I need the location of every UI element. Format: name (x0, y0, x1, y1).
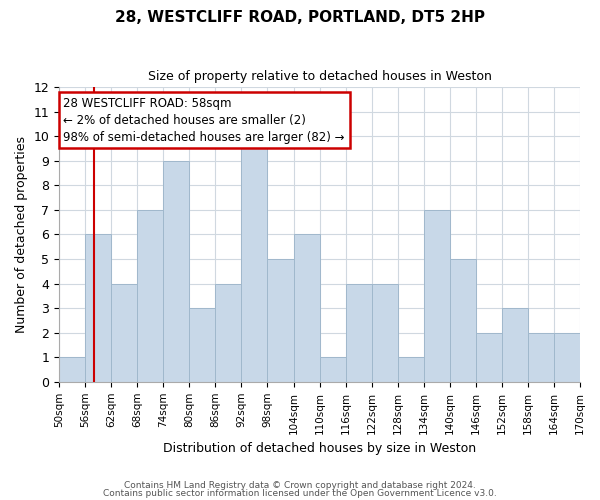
Bar (111, 284, 137, 382)
Bar (241, 136, 268, 382)
Bar (528, 332, 554, 382)
Bar (476, 332, 502, 382)
Bar (215, 284, 241, 382)
Bar (346, 284, 371, 382)
Bar (190, 308, 215, 382)
Y-axis label: Number of detached properties: Number of detached properties (15, 136, 28, 333)
Title: Size of property relative to detached houses in Weston: Size of property relative to detached ho… (148, 70, 491, 83)
Bar (293, 234, 320, 382)
Bar (137, 210, 163, 382)
Bar (320, 357, 346, 382)
X-axis label: Distribution of detached houses by size in Weston: Distribution of detached houses by size … (163, 442, 476, 455)
Bar (502, 308, 528, 382)
Bar (59, 357, 85, 382)
Bar (398, 357, 424, 382)
Bar (268, 259, 293, 382)
Text: Contains public sector information licensed under the Open Government Licence v3: Contains public sector information licen… (103, 489, 497, 498)
Bar (554, 332, 580, 382)
Bar (85, 234, 111, 382)
Bar (450, 259, 476, 382)
Text: 28 WESTCLIFF ROAD: 58sqm
← 2% of detached houses are smaller (2)
98% of semi-det: 28 WESTCLIFF ROAD: 58sqm ← 2% of detache… (64, 97, 345, 144)
Bar (424, 210, 450, 382)
Bar (371, 284, 398, 382)
Text: Contains HM Land Registry data © Crown copyright and database right 2024.: Contains HM Land Registry data © Crown c… (124, 480, 476, 490)
Bar (163, 160, 190, 382)
Text: 28, WESTCLIFF ROAD, PORTLAND, DT5 2HP: 28, WESTCLIFF ROAD, PORTLAND, DT5 2HP (115, 10, 485, 25)
